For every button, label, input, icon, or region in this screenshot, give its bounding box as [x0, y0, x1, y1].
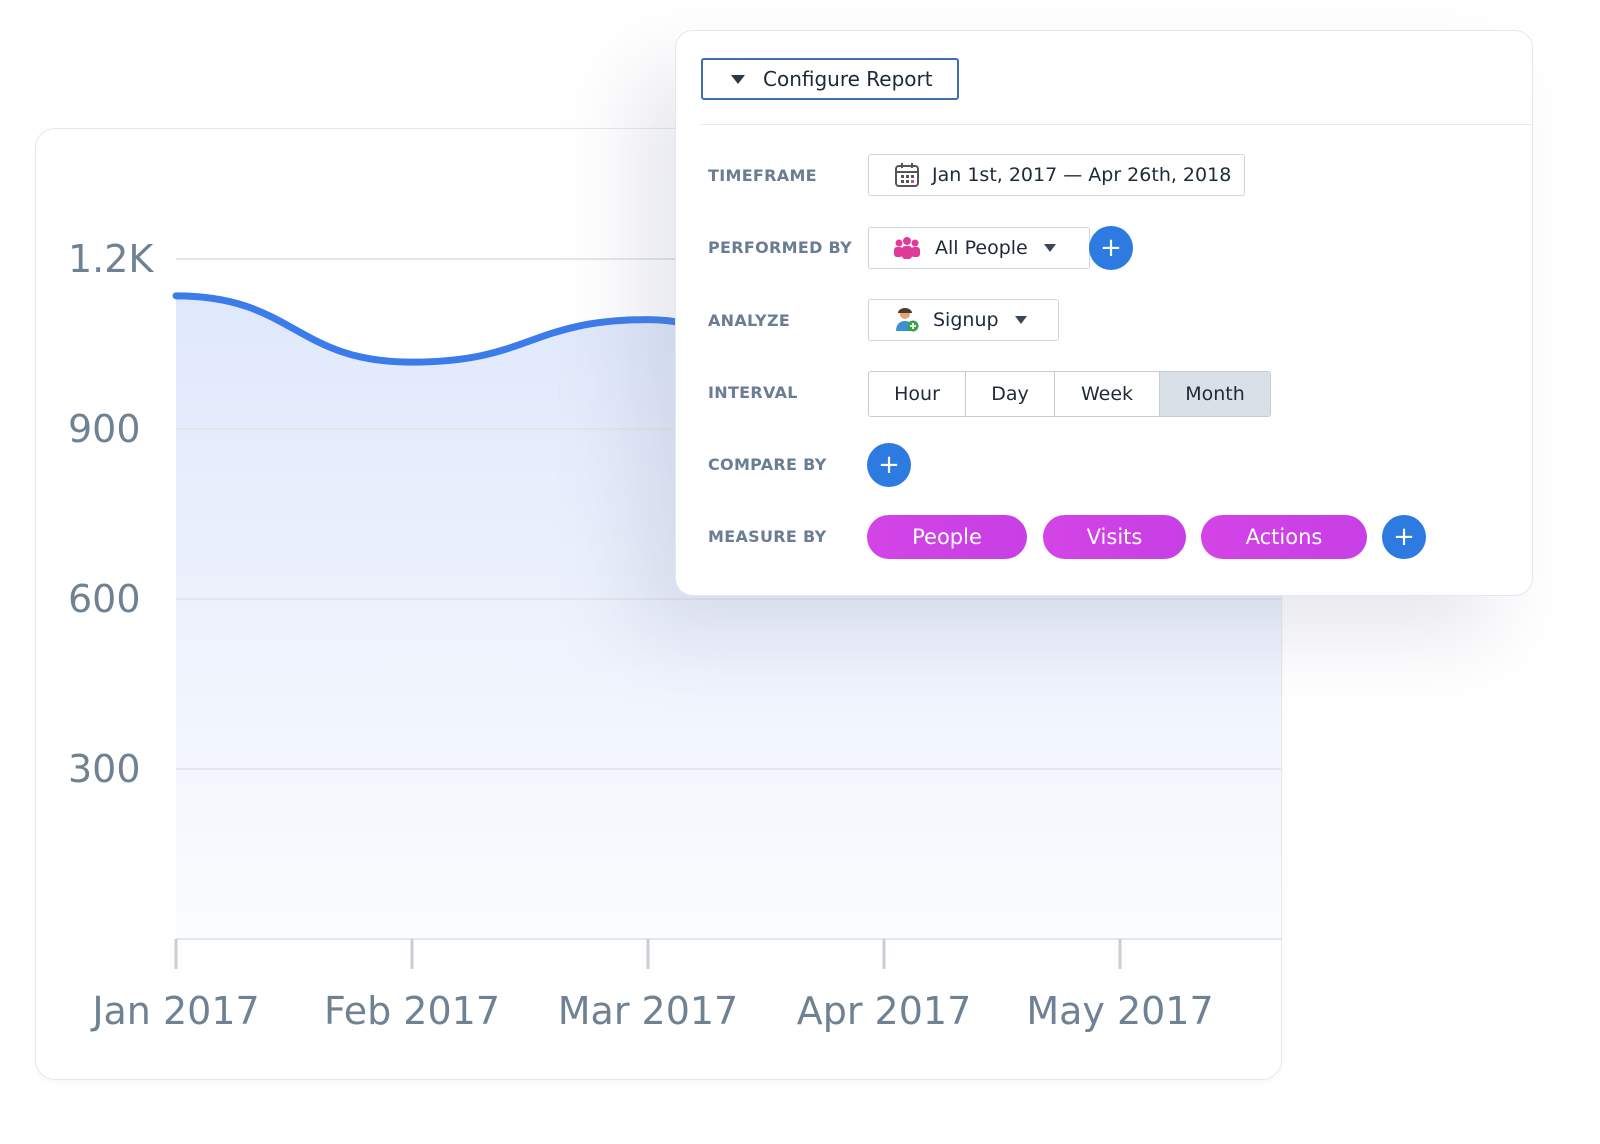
x-tick-label: Mar 2017: [558, 989, 738, 1033]
performed-by-label: PERFORMED BY: [708, 238, 853, 257]
interval-segmented-control: Hour Day Week Month: [868, 371, 1271, 417]
measure-actions-pill[interactable]: Actions: [1201, 515, 1367, 559]
y-tick-label: 300: [68, 747, 141, 791]
add-compare-button[interactable]: +: [867, 443, 911, 487]
timeframe-label: TIMEFRAME: [708, 166, 817, 185]
caret-down-icon: [1014, 316, 1027, 324]
interval-day[interactable]: Day: [966, 372, 1055, 416]
calendar-icon: [895, 163, 919, 187]
interval-month[interactable]: Month: [1160, 372, 1270, 416]
interval-label: INTERVAL: [708, 383, 798, 402]
x-tick-label: Jan 2017: [90, 989, 259, 1033]
measure-by-label: MEASURE BY: [708, 527, 827, 546]
timeframe-picker[interactable]: Jan 1st, 2017 — Apr 26th, 2018: [868, 154, 1245, 196]
analyze-label: ANALYZE: [708, 311, 791, 330]
analyze-dropdown[interactable]: Signup: [868, 299, 1059, 341]
caret-down-icon: [1043, 244, 1056, 252]
configure-report-label: Configure Report: [763, 67, 933, 91]
interval-week[interactable]: Week: [1055, 372, 1160, 416]
measure-people-pill[interactable]: People: [867, 515, 1027, 559]
measure-visits-pill[interactable]: Visits: [1043, 515, 1186, 559]
analyze-value: Signup: [933, 309, 999, 331]
interval-hour[interactable]: Hour: [869, 372, 966, 416]
performed-by-value: All People: [935, 237, 1028, 259]
y-tick-label: 600: [68, 577, 141, 621]
series-line: [172, 292, 732, 366]
performed-by-dropdown[interactable]: All People: [868, 227, 1090, 269]
add-measure-button[interactable]: +: [1382, 515, 1426, 559]
x-tick-label: Apr 2017: [797, 989, 972, 1033]
people-group-icon: [894, 237, 920, 259]
user-add-icon: [896, 308, 919, 332]
x-tick-label: Feb 2017: [324, 989, 500, 1033]
caret-down-icon: [731, 74, 745, 84]
timeframe-value: Jan 1st, 2017 — Apr 26th, 2018: [932, 164, 1232, 186]
y-tick-label: 1.2K: [68, 237, 154, 281]
compare-by-label: COMPARE BY: [708, 455, 827, 474]
y-tick-label: 900: [68, 407, 141, 451]
x-tick-label: May 2017: [1026, 989, 1213, 1033]
configure-report-toggle[interactable]: Configure Report: [701, 58, 959, 100]
divider: [701, 124, 1532, 125]
configure-report-panel: Configure Report TIMEFRAME Jan 1st, 2017…: [675, 30, 1533, 596]
add-filter-button[interactable]: +: [1089, 226, 1133, 270]
